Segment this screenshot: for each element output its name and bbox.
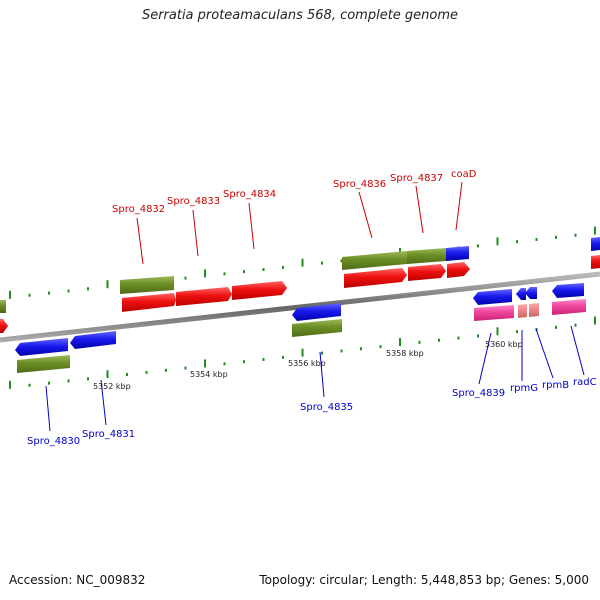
gene-feature[interactable]	[407, 248, 446, 264]
gene-label-spro-4835[interactable]: Spro_4835	[300, 402, 353, 413]
gene-label-spro-4836[interactable]: Spro_4836	[333, 179, 386, 190]
axis-label-5354: 5354 kbp	[190, 370, 228, 379]
cds-feature-reverse[interactable]	[552, 283, 584, 298]
cds-feature-reverse[interactable]	[292, 303, 341, 321]
rna-feature[interactable]	[474, 305, 514, 321]
axis-label-5358: 5358 kbp	[386, 349, 424, 358]
gene-label-spro-4830[interactable]: Spro_4830	[27, 436, 80, 447]
leader-line	[319, 351, 325, 398]
gene-label-rpmb[interactable]: rpmB	[542, 380, 569, 391]
leader-line	[358, 191, 373, 239]
cds-feature-reverse[interactable]	[525, 287, 537, 299]
leader-line	[415, 185, 424, 234]
cds-feature[interactable]	[176, 287, 232, 306]
cds-feature[interactable]	[591, 255, 600, 269]
gene-label-rpmg[interactable]: rpmG	[510, 383, 538, 394]
rna-feature-light[interactable]	[518, 304, 527, 318]
leader-line	[535, 328, 554, 379]
cds-feature[interactable]	[0, 319, 8, 333]
gene-feature[interactable]	[342, 251, 407, 270]
leader-line	[248, 202, 255, 250]
lower-tick-ring	[9, 316, 596, 389]
gene-label-spro-4831[interactable]: Spro_4831	[82, 429, 135, 440]
gene-label-spro-4833[interactable]: Spro_4833	[167, 196, 220, 207]
axis-label-5352: 5352 kbp	[93, 382, 131, 391]
leader-line	[136, 217, 144, 265]
gene-label-radc[interactable]: radC	[573, 377, 597, 388]
gene-feature[interactable]	[0, 300, 6, 313]
upper-tick-ring	[9, 226, 596, 299]
leader-line	[192, 209, 199, 257]
gene-label-coad[interactable]: coaD	[451, 169, 477, 180]
gene-feature-blue[interactable]	[446, 246, 469, 261]
leader-line	[478, 332, 492, 385]
accession-text: Accession: NC_009832	[9, 573, 146, 587]
gene-label-spro-4832[interactable]: Spro_4832	[112, 204, 165, 215]
top-gene-labels: Spro_4832 Spro_4833 Spro_4834 Spro_4836 …	[112, 169, 477, 215]
label-leaders	[45, 181, 585, 432]
rna-feature[interactable]	[552, 299, 586, 315]
genome-stats-text: Topology: circular; Length: 5,448,853 bp…	[259, 573, 589, 587]
gene-label-spro-4837[interactable]: Spro_4837	[390, 173, 443, 184]
forward-features	[0, 237, 600, 333]
cds-feature-reverse[interactable]	[15, 338, 68, 356]
gene-feature-reverse[interactable]	[17, 355, 70, 373]
leader-line	[45, 385, 51, 432]
genome-backbone	[0, 271, 600, 343]
reverse-features	[15, 283, 586, 373]
gene-label-spro-4839[interactable]: Spro_4839	[452, 388, 505, 399]
gene-feature[interactable]	[120, 276, 174, 294]
rna-feature-light[interactable]	[529, 303, 539, 317]
gene-label-spro-4834[interactable]: Spro_4834	[223, 189, 276, 200]
axis-label-5360: 5360 kbp	[485, 340, 523, 349]
axis-label-5356: 5356 kbp	[288, 359, 326, 368]
cds-feature[interactable]	[408, 264, 446, 281]
cds-feature-reverse[interactable]	[516, 288, 526, 300]
gene-feature-blue[interactable]	[591, 237, 600, 251]
cds-feature-reverse[interactable]	[473, 289, 512, 305]
leader-line	[570, 325, 585, 376]
cds-feature[interactable]	[344, 268, 407, 288]
gene-feature-reverse[interactable]	[292, 319, 342, 337]
cds-feature-reverse[interactable]	[70, 331, 116, 349]
cds-feature[interactable]	[232, 281, 287, 300]
axis-labels: 5352 kbp 5354 kbp 5356 kbp 5358 kbp 5360…	[93, 340, 523, 391]
leader-line	[100, 379, 107, 426]
page-title: Serratia proteamaculans 568, complete ge…	[141, 8, 459, 23]
leader-line	[455, 181, 463, 231]
cds-feature[interactable]	[122, 293, 176, 312]
cds-feature[interactable]	[447, 262, 470, 278]
bottom-gene-labels: Spro_4830 Spro_4831 Spro_4835 Spro_4839 …	[27, 377, 597, 447]
